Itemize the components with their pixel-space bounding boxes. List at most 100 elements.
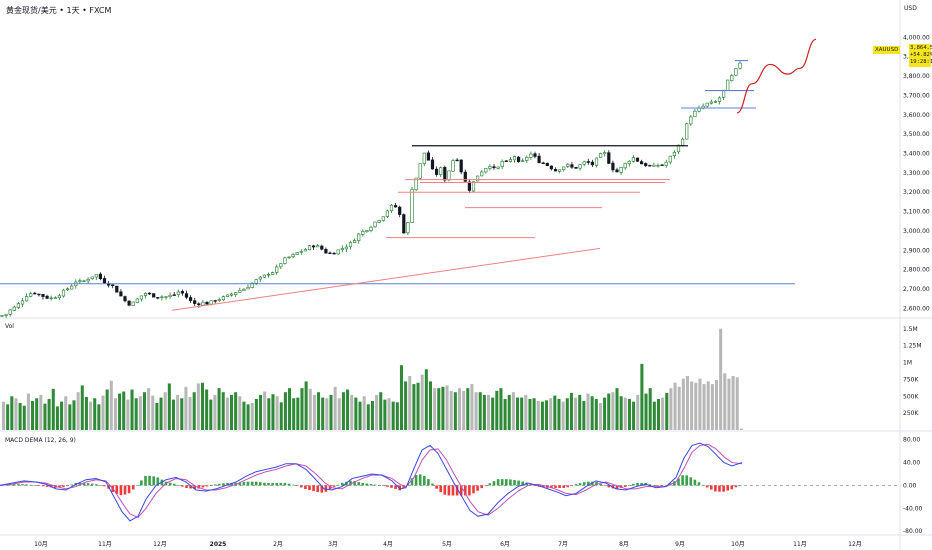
volume-bar xyxy=(196,383,200,430)
volume-bar xyxy=(565,398,569,430)
candle-body xyxy=(66,288,70,290)
macd-histogram-bar xyxy=(496,479,500,486)
volume-bar xyxy=(217,388,221,430)
volume-bar xyxy=(698,378,702,430)
macd-histogram-bar xyxy=(377,485,381,486)
macd-histogram-bar xyxy=(70,484,73,486)
macd-histogram-bar xyxy=(718,485,721,492)
candle-body xyxy=(234,292,238,295)
candle-body xyxy=(4,313,8,316)
volume-bar xyxy=(404,381,408,430)
candle-body xyxy=(324,248,328,254)
volume-bar xyxy=(304,381,308,430)
macd-histogram-bar xyxy=(152,476,155,486)
candle-body xyxy=(348,242,353,248)
volume-bar xyxy=(350,394,354,430)
candle-body xyxy=(467,181,472,191)
candle-body xyxy=(484,168,488,173)
volume-bar xyxy=(665,392,669,430)
volume-bar xyxy=(288,388,292,430)
volume-bar xyxy=(462,390,466,430)
currency-label: USD xyxy=(904,5,917,12)
candle-body xyxy=(537,155,541,164)
candle-body xyxy=(352,240,357,244)
macd-line xyxy=(0,442,743,522)
candle-body xyxy=(49,297,53,300)
volume-bar xyxy=(188,396,192,430)
macd-histogram-bar xyxy=(640,482,643,486)
candle-body xyxy=(266,274,271,276)
candle-body xyxy=(713,101,717,103)
macd-histogram-bar xyxy=(271,482,274,486)
volume-bar xyxy=(636,394,640,430)
volume-bar xyxy=(495,390,499,430)
macd-histogram-bar xyxy=(349,480,352,486)
candle-body xyxy=(184,293,189,298)
macd-histogram-bar xyxy=(254,481,258,486)
macd-histogram-bar xyxy=(99,485,102,486)
macd-histogram-bar xyxy=(62,485,65,487)
candle-body xyxy=(721,89,726,98)
candle-body xyxy=(168,294,172,297)
price-tick-label: 3,600.00 xyxy=(903,112,930,119)
candle-body xyxy=(549,165,553,170)
macd-histogram-bar xyxy=(144,475,147,486)
candle-body xyxy=(635,157,640,162)
candle-body xyxy=(201,301,205,306)
candle-body xyxy=(217,299,221,301)
macd-histogram-bar xyxy=(570,485,574,487)
macd-histogram-bar xyxy=(123,485,127,495)
volume-bar xyxy=(428,381,433,430)
candle-body xyxy=(734,68,738,76)
candle-body xyxy=(20,300,25,305)
volume-bar xyxy=(677,386,681,430)
candle-body xyxy=(512,156,517,161)
volume-bar xyxy=(105,389,109,430)
volume-bar xyxy=(710,384,714,430)
candle-body xyxy=(676,144,681,153)
candle-body xyxy=(504,160,508,162)
volume-bar xyxy=(151,395,155,430)
volume-bar xyxy=(47,398,51,430)
volume-bar xyxy=(412,384,416,430)
volume-bar xyxy=(300,388,304,430)
candle-body xyxy=(603,152,607,155)
volume-bar xyxy=(80,385,84,430)
macd-histogram-bar xyxy=(218,483,221,486)
candle-body xyxy=(119,291,123,297)
candle-body xyxy=(193,300,197,304)
candle-body xyxy=(357,233,361,241)
candle-body xyxy=(115,285,119,293)
candle-body xyxy=(254,279,258,284)
macd-histogram-bar xyxy=(242,481,246,486)
volume-bar xyxy=(433,388,437,430)
candle-body xyxy=(557,169,562,172)
macd-histogram-bar xyxy=(443,485,447,495)
candle-body xyxy=(61,289,66,297)
candle-body xyxy=(611,162,615,171)
volume-bar xyxy=(64,396,68,430)
candle-body xyxy=(242,288,246,292)
time-tick-label: 11月 xyxy=(793,541,807,548)
volume-bar xyxy=(159,397,163,430)
volume-bar xyxy=(35,398,39,430)
macd-histogram-bar xyxy=(21,484,24,486)
macd-histogram-bar xyxy=(332,485,336,487)
macd-histogram-bar xyxy=(730,485,734,490)
volume-bar xyxy=(10,396,14,430)
price-tick-label: 3,500.00 xyxy=(903,131,930,138)
candle-body xyxy=(82,280,86,282)
volume-bar xyxy=(254,398,258,430)
volume-bar xyxy=(395,402,399,430)
candle-body xyxy=(316,245,320,248)
volume-pane-title: Vol xyxy=(5,323,14,330)
candle-body xyxy=(471,181,476,192)
candle-body xyxy=(500,160,504,167)
macd-histogram-bar xyxy=(431,483,434,486)
volume-bar xyxy=(250,403,254,430)
macd-histogram-bar xyxy=(181,485,184,487)
trend-line xyxy=(171,247,601,311)
macd-histogram-bar xyxy=(382,485,385,487)
candle-body xyxy=(213,300,217,302)
